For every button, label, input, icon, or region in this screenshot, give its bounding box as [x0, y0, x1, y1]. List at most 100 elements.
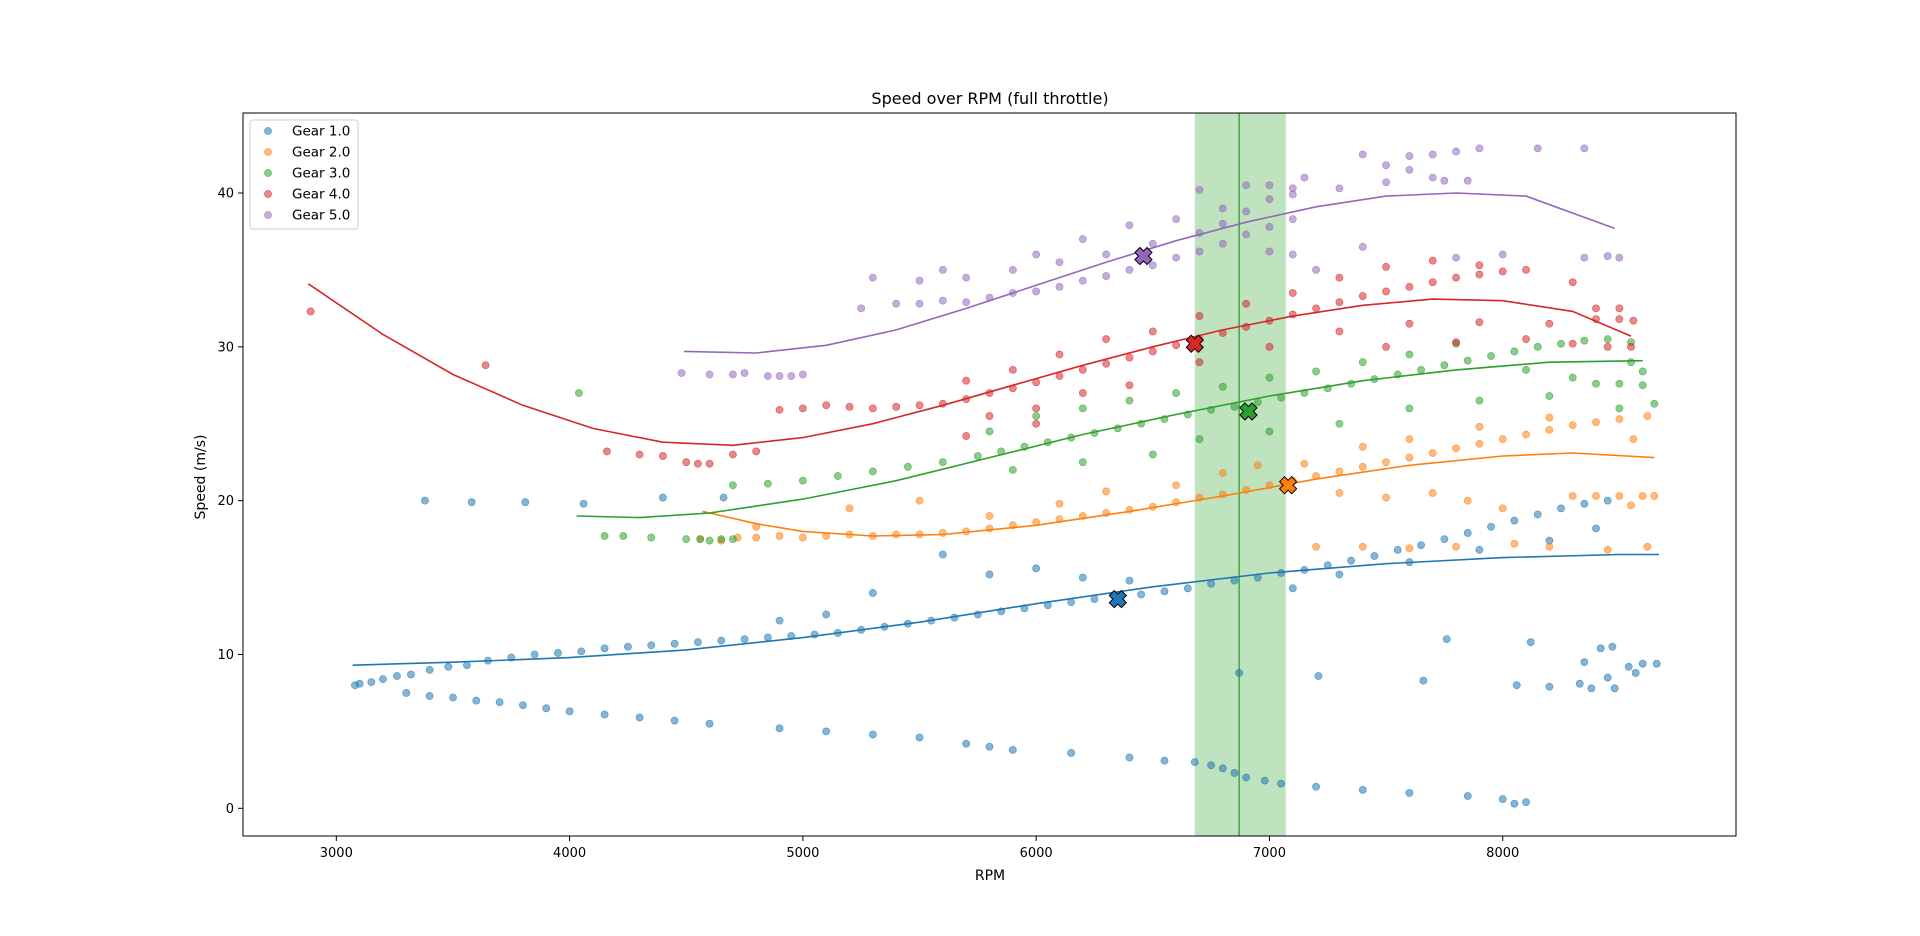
- data-point-gear-1: [1603, 673, 1612, 682]
- data-point-gear-1: [1242, 773, 1251, 782]
- data-point-gear-4: [1592, 304, 1600, 313]
- data-point-gear-1: [1533, 510, 1542, 519]
- data-point-gear-3: [705, 536, 714, 545]
- data-point-gear-5: [1288, 250, 1297, 259]
- data-point-gear-4: [775, 405, 784, 414]
- data-point-gear-5: [915, 276, 924, 285]
- data-point-gear-3: [938, 458, 947, 467]
- data-point-gear-4: [603, 447, 611, 456]
- data-point-gear-1: [1288, 584, 1297, 593]
- data-point-gear-5: [1102, 272, 1111, 280]
- data-point-gear-5: [962, 298, 971, 307]
- data-point-gear-1: [1405, 789, 1414, 797]
- data-point-gear-2: [1643, 542, 1652, 551]
- data-point-gear-5: [1218, 204, 1227, 213]
- data-point-gear-1: [530, 650, 539, 659]
- data-point-gear-1: [1603, 496, 1612, 505]
- data-point-gear-3: [728, 481, 737, 490]
- data-point-gear-5: [728, 370, 737, 379]
- data-point-gear-4: [1382, 262, 1390, 271]
- data-point-gear-1: [1347, 556, 1355, 565]
- data-point-gear-3: [1487, 352, 1495, 360]
- data-point-gear-5: [1218, 219, 1227, 228]
- data-point-gear-1: [1417, 541, 1425, 550]
- data-point-gear-1: [1314, 672, 1323, 680]
- x-tick-label: 7000: [1253, 846, 1286, 861]
- data-point-gear-3: [1580, 336, 1589, 345]
- data-point-gear-1: [355, 679, 364, 688]
- data-point-gear-2: [1218, 469, 1227, 477]
- data-point-gear-2: [1452, 542, 1460, 551]
- x-tick-label: 6000: [1020, 846, 1053, 861]
- data-point-gear-1: [1160, 756, 1169, 765]
- data-point-gear-5: [1312, 266, 1320, 274]
- legend-label: Gear 2.0: [292, 145, 350, 161]
- data-point-gear-1: [1137, 590, 1146, 599]
- data-point-gear-1: [1190, 758, 1199, 767]
- data-point-gear-3: [833, 472, 842, 480]
- data-point-gear-5: [1603, 252, 1612, 260]
- data-point-gear-1: [407, 670, 415, 679]
- y-tick-label: 30: [217, 340, 234, 355]
- data-point-gear-4: [659, 452, 667, 460]
- y-tick-label: 40: [217, 186, 234, 201]
- data-point-gear-1: [1440, 535, 1449, 544]
- plot-frame: [242, 112, 1737, 837]
- data-point-gear-1: [1580, 658, 1589, 667]
- data-point-gear-3: [1615, 404, 1624, 413]
- data-point-gear-3: [1475, 396, 1484, 405]
- data-point-gear-1: [719, 493, 728, 502]
- data-point-gear-5: [1288, 190, 1297, 199]
- data-point-gear-1: [600, 710, 609, 719]
- data-point-gear-3: [798, 476, 807, 485]
- data-point-gear-4: [1545, 319, 1554, 328]
- data-point-gear-1: [1610, 684, 1619, 693]
- data-point-gear-1: [1463, 529, 1472, 537]
- data-point-gear-2: [1498, 435, 1507, 444]
- data-point-gear-1: [579, 499, 588, 508]
- data-point-gear-3: [1358, 358, 1367, 367]
- data-point-gear-2: [892, 530, 901, 539]
- data-point-gear-4: [1615, 315, 1624, 324]
- data-point-gear-1: [402, 689, 411, 697]
- data-point-gear-1: [985, 570, 994, 579]
- data-point-gear-4: [1148, 327, 1157, 336]
- data-point-gear-2: [1545, 413, 1554, 422]
- data-point-gear-3: [1405, 404, 1414, 413]
- data-point-gear-5: [1265, 195, 1274, 204]
- data-point-gear-2: [1522, 430, 1530, 439]
- data-point-gear-1: [393, 672, 401, 680]
- data-point-gear-1: [1631, 669, 1640, 677]
- plot-area: [306, 113, 1661, 836]
- data-point-gear-1: [1260, 776, 1269, 785]
- data-point-gear-1: [1608, 642, 1617, 651]
- data-point-gear-2: [938, 529, 947, 537]
- data-point-gear-3: [1463, 356, 1472, 365]
- legend-swatch: [264, 190, 272, 198]
- data-point-gear-1: [521, 498, 530, 507]
- data-point-gear-1: [1419, 676, 1428, 685]
- data-point-gear-4: [1335, 273, 1344, 282]
- data-point-gear-1: [1125, 753, 1134, 762]
- data-point-gear-2: [1463, 496, 1472, 505]
- data-point-gear-4: [1078, 389, 1087, 397]
- data-point-gear-4: [705, 459, 714, 468]
- data-point-gear-1: [693, 638, 702, 647]
- data-point-gear-3: [600, 532, 609, 540]
- data-point-gear-3: [973, 452, 982, 460]
- data-point-gear-2: [752, 533, 761, 542]
- data-point-gear-5: [938, 296, 947, 305]
- data-point-gear-5: [1498, 250, 1507, 259]
- data-point-gear-4: [1475, 261, 1484, 270]
- data-point-gear-1: [565, 707, 574, 716]
- data-point-gear-4: [845, 402, 854, 411]
- y-tick-label: 20: [217, 494, 234, 509]
- legend: Gear 1.0 Gear 2.0 Gear 3.0 Gear 4.0 Gear 5.0: [249, 119, 359, 230]
- data-point-gear-2: [1312, 542, 1320, 551]
- data-point-gear-1: [705, 719, 714, 728]
- data-point-gear-3: [1522, 365, 1530, 374]
- data-point-gear-5: [763, 372, 772, 380]
- data-point-gear-3: [1545, 392, 1554, 400]
- data-point-gear-2: [1428, 449, 1437, 457]
- data-point-gear-5: [1172, 215, 1181, 224]
